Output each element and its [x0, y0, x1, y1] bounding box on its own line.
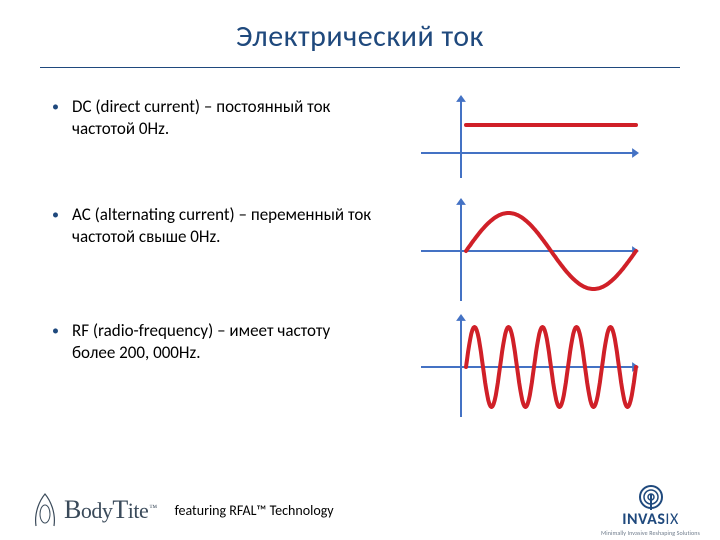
bodytite-logo: BodyTite™: [30, 492, 157, 528]
bt-cap1: B: [64, 495, 81, 524]
invasix-sub: Minimally Invasive Reshaping Solutions: [601, 529, 700, 537]
row-dc: • DC (direct current) – постоянный ток ч…: [0, 88, 720, 188]
chart-ac: [372, 196, 680, 306]
bullet-text: AC (alternating current) – переменный то…: [72, 204, 372, 248]
bt-mid1: ody: [81, 498, 113, 523]
bullet-icon: •: [52, 320, 62, 342]
row-ac: • AC (alternating current) – переменный …: [0, 196, 720, 306]
chart-dc: [372, 88, 680, 188]
tm-symbol: ™: [149, 503, 156, 512]
bt-cap2: T: [112, 495, 127, 524]
bodytite-mark-icon: [30, 492, 60, 528]
footer: BodyTite™ featuring RFAL™ Technology INV…: [0, 480, 720, 540]
title-underline: [40, 67, 680, 68]
bullet-item: • AC (alternating current) – переменный …: [52, 196, 372, 248]
bt-suffix: ite: [128, 498, 149, 523]
invasix-ring-icon: [638, 484, 664, 510]
dc-wave-svg: [411, 93, 641, 183]
rf-wave-svg: [411, 312, 641, 422]
row-rf: • RF (radio-frequency) – имеет частоту б…: [0, 312, 720, 422]
invasix-logo: INVASIX Minimally Invasive Reshaping Sol…: [601, 484, 700, 537]
invasix-a: INVAS: [622, 510, 665, 529]
bullet-item: • DC (direct current) – постоянный ток ч…: [52, 88, 372, 140]
bullet-icon: •: [52, 96, 62, 118]
bodytite-wordmark: BodyTite™: [64, 495, 157, 525]
bullet-icon: •: [52, 204, 62, 226]
chart-rf: [372, 312, 680, 422]
ac-wave-svg: [411, 196, 641, 306]
page-title: Электрический ток: [40, 18, 680, 55]
bullet-text: RF (radio-frequency) – имеет частоту бол…: [72, 320, 372, 364]
footer-tagline: featuring RFAL™ Technology: [175, 502, 334, 519]
bullet-text: DC (direct current) – постоянный ток час…: [72, 96, 372, 140]
invasix-b: IX: [665, 510, 678, 529]
bullet-item: • RF (radio-frequency) – имеет частоту б…: [52, 312, 372, 364]
invasix-wordmark: INVASIX: [622, 510, 679, 529]
title-block: Электрический ток: [0, 0, 720, 61]
slide: Электрический ток • DC (direct current) …: [0, 0, 720, 540]
